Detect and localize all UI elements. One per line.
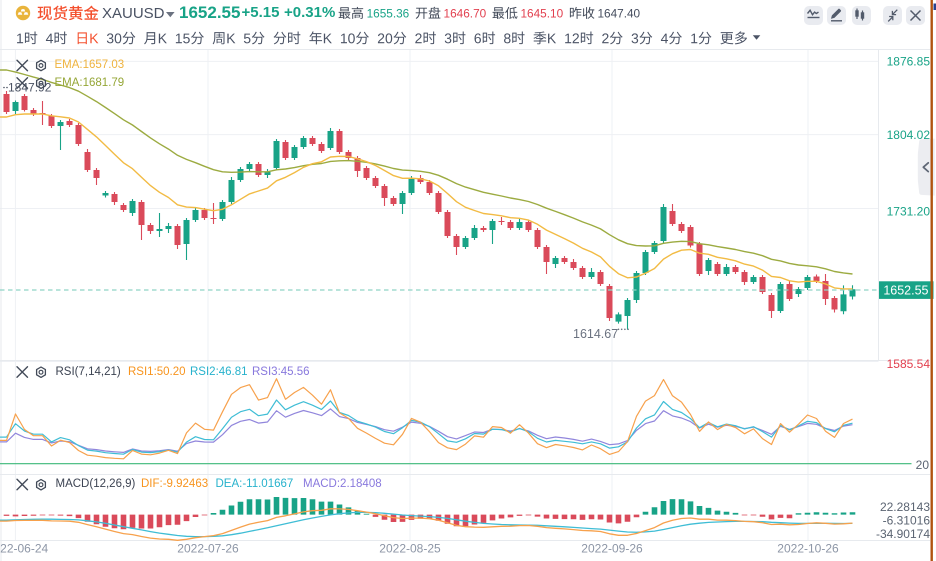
svg-text:2022-06-24: 2022-06-24 — [0, 542, 49, 556]
svg-text:1847.92: 1847.92 — [8, 81, 52, 95]
svg-text:1646.70: 1646.70 — [444, 6, 487, 20]
svg-text:1655.36: 1655.36 — [367, 6, 410, 20]
svg-text:1614.67: 1614.67 — [573, 327, 618, 341]
svg-text:-6.31016: -6.31016 — [883, 514, 931, 528]
svg-text:1804.02: 1804.02 — [887, 128, 931, 142]
svg-text:22.28143: 22.28143 — [880, 500, 930, 514]
svg-text:-34.90174: -34.90174 — [876, 527, 930, 541]
svg-text:2022-07-26: 2022-07-26 — [177, 542, 239, 556]
svg-text:1647.40: 1647.40 — [597, 6, 640, 20]
svg-text:1731.20: 1731.20 — [887, 205, 931, 219]
svg-text:1585.54: 1585.54 — [887, 357, 931, 371]
svg-text:2022-10-26: 2022-10-26 — [777, 542, 839, 556]
svg-text:2022-09-26: 2022-09-26 — [581, 542, 643, 556]
svg-text:20: 20 — [916, 458, 930, 472]
svg-text:2022-08-25: 2022-08-25 — [379, 542, 441, 556]
svg-text:1876.85: 1876.85 — [887, 55, 931, 69]
svg-text:1652.55: 1652.55 — [883, 284, 928, 298]
svg-text:1645.10: 1645.10 — [521, 6, 564, 20]
